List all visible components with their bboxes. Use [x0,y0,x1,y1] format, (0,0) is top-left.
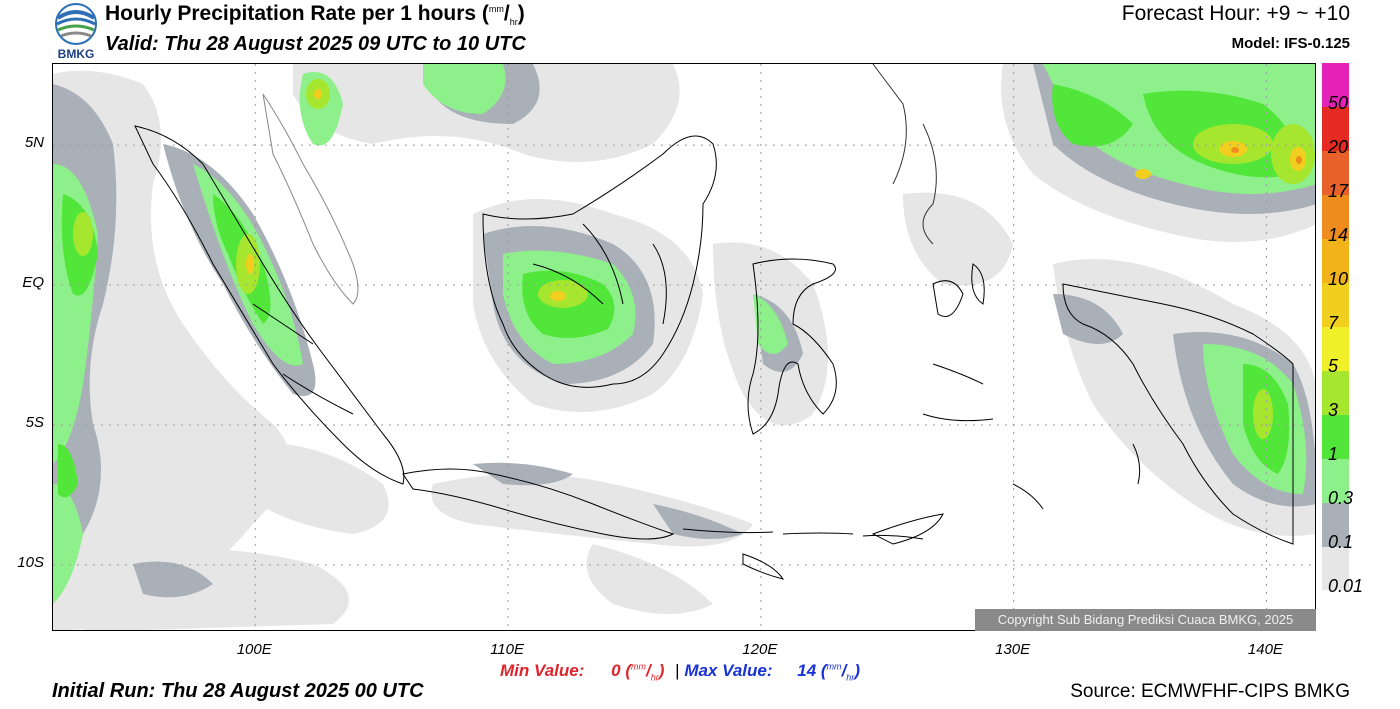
min-label: Min Value: [500,661,585,680]
precipitation-field [53,64,1315,630]
colorbar-label: 0.01 [1328,576,1364,596]
colorbar-swatch [1322,238,1349,284]
min-max-values: Min Value: 0 (mm/hr) | Max Value: 14 (mm… [500,661,860,683]
colorbar-swatch [1322,546,1349,591]
coastlines [134,64,1294,580]
map-gridlines [53,64,1315,630]
colorbar-swatch [1322,194,1349,240]
max-value: 14 [797,661,817,680]
colorbar-label: 0.1 [1328,532,1354,553]
colorbar-label: 20 [1328,136,1349,157]
lat-label: 10S [17,553,44,571]
lon-label: 110E [490,641,524,658]
colorbar-label: 5 [1328,356,1339,377]
colorbar-swatch [1322,63,1349,108]
model-name: Model: IFS-0.125 [1231,35,1350,52]
bmkg-logo: BMKG [52,2,100,61]
colorbar-label: 7 [1328,312,1339,333]
lon-label: 100E [236,641,272,658]
initial-run: Initial Run: Thu 28 August 2025 00 UTC [52,680,424,702]
lon-label: 120E [742,641,778,658]
lat-label: 5S [25,413,44,431]
valid-time: Valid: Thu 28 August 2025 09 UTC to 10 U… [105,33,526,55]
logo-text: BMKG [58,47,95,60]
separator: | [675,661,680,680]
max-label: Max Value: [684,661,773,680]
lat-label: 5N [24,134,44,152]
min-value: 0 [611,661,621,680]
data-source: Source: ECMWFHF-CIPS BMKG [1070,681,1350,702]
colorbar-swatch [1322,326,1349,371]
colorbar-swatch [1322,150,1349,196]
colorbar-swatch [1322,414,1349,459]
colorbar-swatch [1322,370,1349,415]
colorbar-swatch [1322,106,1349,152]
map-title: Hourly Precipitation Rate per 1 hours (m… [105,2,525,28]
lon-label: 130E [995,641,1031,658]
forecast-hour: Forecast Hour: +9 ~ +10 [1121,2,1350,25]
colorbar-label: 1 [1328,444,1339,465]
colorbar-swatch [1322,502,1349,547]
copyright-notice: Copyright Sub Bidang Prediksi Cuaca BMKG… [975,609,1316,631]
colorbar-label: 0.3 [1328,488,1354,509]
colorbar-label: 50 [1328,92,1349,113]
precipitation-map [52,63,1316,631]
colorbar-label: 3 [1328,400,1339,421]
colorbar-swatch [1322,282,1349,327]
colorbar-label: 17 [1328,180,1349,201]
colorbar-label: 10 [1328,268,1349,289]
lon-label: 140E [1247,641,1283,658]
colorbar-label: 14 [1328,224,1349,245]
lat-label: EQ [22,274,44,292]
colorbar-swatch [1322,458,1349,503]
precipitation-colorbar [1322,63,1349,591]
